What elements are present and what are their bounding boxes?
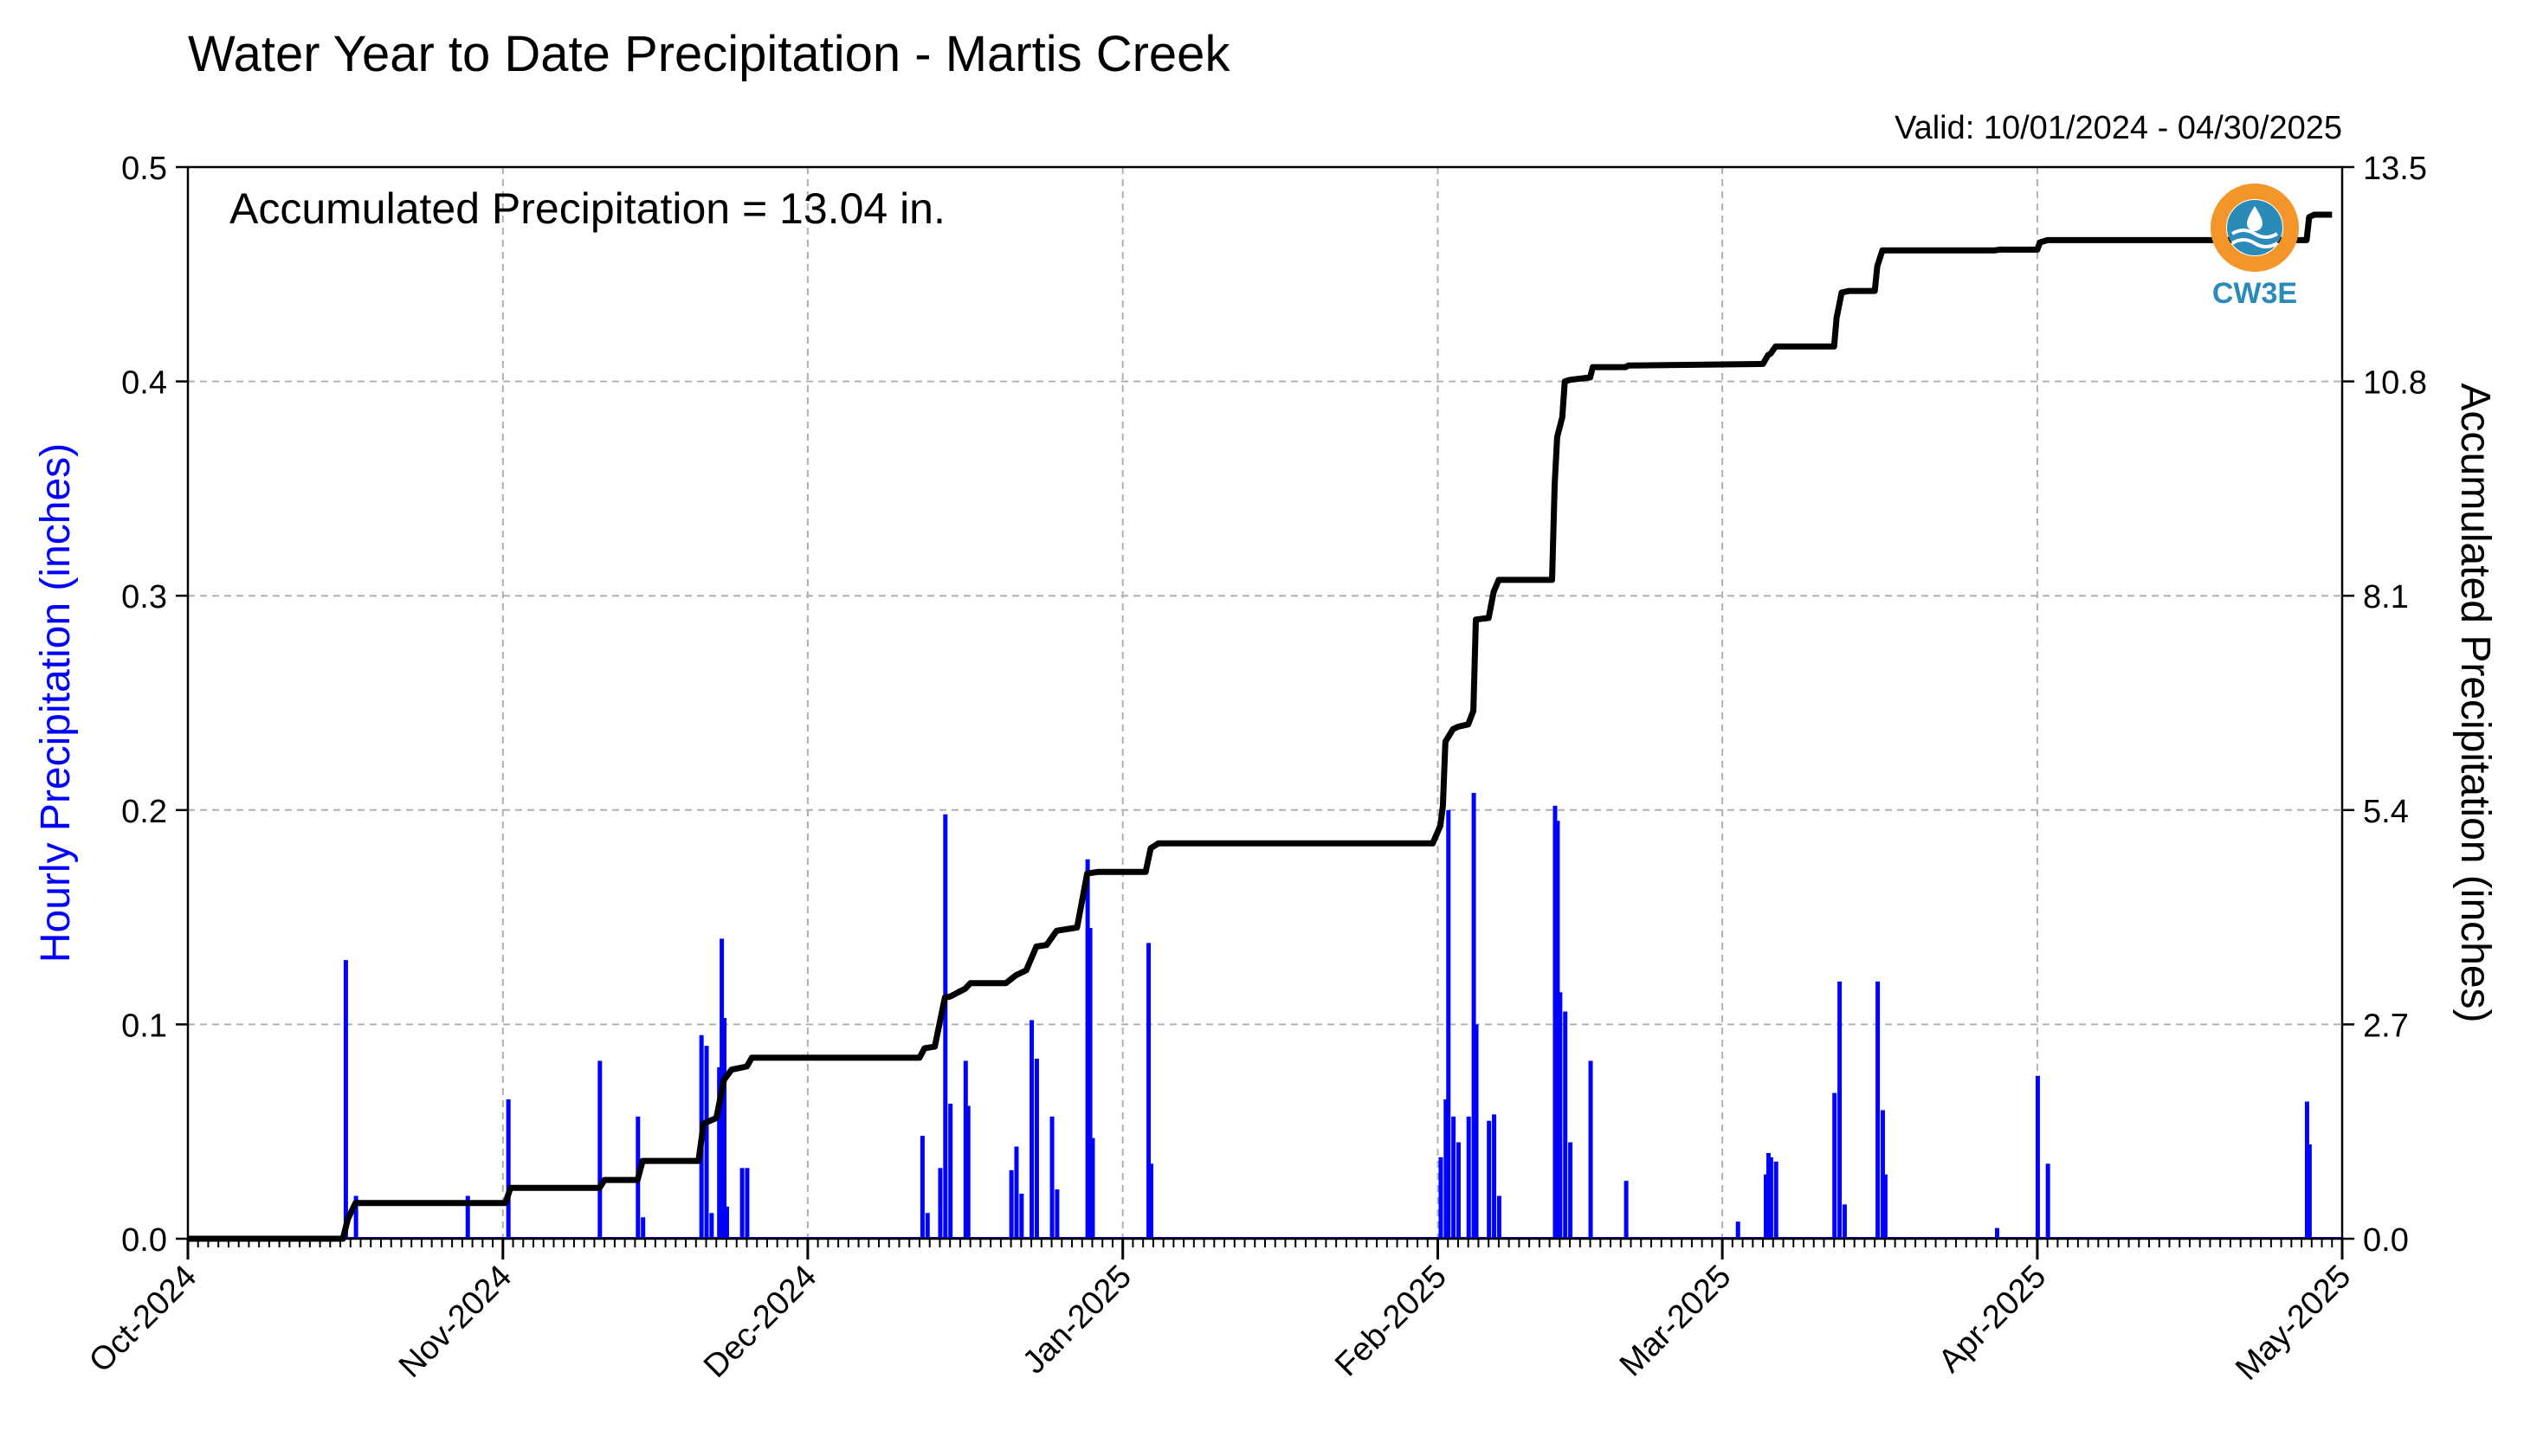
hourly-bar [943, 814, 948, 1239]
y-axis-right-label: Accumulated Precipitation (inches) [2452, 383, 2498, 1022]
hourly-bar [1568, 1142, 1573, 1239]
left-tick-label: 0.1 [121, 1008, 167, 1044]
valid-date-range: Valid: 10/01/2024 - 04/30/2025 [1895, 110, 2342, 146]
hourly-bar [1030, 1020, 1035, 1239]
left-tick-label: 0.0 [121, 1222, 167, 1259]
left-tick-label: 0.5 [121, 151, 167, 187]
hourly-bar [465, 1195, 470, 1239]
left-tick-label: 0.4 [121, 365, 167, 402]
hourly-bar [2304, 1101, 2309, 1239]
hourly-bar [1735, 1221, 1740, 1239]
hourly-bar [709, 1213, 714, 1239]
hourly-bar [1466, 1116, 1471, 1239]
hourly-bar [1034, 1059, 1039, 1239]
hourly-bar [963, 1060, 968, 1239]
hourly-bar [725, 1206, 729, 1239]
hourly-bar [1014, 1146, 1019, 1239]
hourly-bar [722, 1017, 727, 1239]
hourly-bar [1049, 1116, 1055, 1239]
right-tick-label: 10.8 [2363, 365, 2427, 402]
hourly-bar [1088, 927, 1093, 1239]
hourly-bar [1832, 1092, 1837, 1239]
right-tick-label: 13.5 [2363, 151, 2427, 187]
hourly-bar [1773, 1161, 1778, 1239]
hourly-bar [1019, 1194, 1024, 1239]
hourly-bar [1588, 1060, 1593, 1239]
hourly-bar [1009, 1169, 1014, 1239]
logo-wave-icon [2230, 229, 2279, 239]
hourly-bar [1146, 943, 1152, 1239]
accumulated-precip-line [188, 211, 2333, 1242]
hourly-bar [965, 1105, 971, 1239]
hourly-bar [2035, 1075, 2040, 1239]
left-tick-label: 0.3 [121, 579, 167, 615]
hourly-bar [1487, 1120, 1492, 1239]
hourly-bar [1994, 1227, 1999, 1239]
logo-drop-icon [2247, 206, 2263, 231]
hourly-bar [704, 1046, 709, 1239]
hourly-bar [717, 1066, 722, 1239]
hourly-bar [948, 1104, 953, 1239]
y-axis-left-label: Hourly Precipitation (inches) [33, 443, 79, 963]
hourly-bar [343, 960, 348, 1239]
hourly-bar [745, 1168, 750, 1239]
hourly-bar [1555, 821, 1560, 1239]
right-tick-label: 5.4 [2363, 794, 2409, 830]
hourly-bar [1880, 1110, 1885, 1239]
logo-ring [2211, 184, 2299, 272]
hourly-bar [1558, 992, 1563, 1239]
hourly-bar [1451, 1116, 1456, 1239]
right-tick-label: 8.1 [2363, 579, 2409, 615]
logo-wave-icon [2230, 238, 2279, 248]
chart-title: Water Year to Date Precipitation - Marti… [188, 26, 1230, 82]
hourly-bar [641, 1217, 646, 1239]
hourly-bar [1837, 981, 1843, 1239]
hourly-bar [1456, 1142, 1461, 1239]
hourly-bar [920, 1136, 925, 1239]
logo-text: CW3E [2212, 277, 2297, 310]
hourly-bar [1766, 1152, 1771, 1239]
hourly-bar [1882, 1174, 1888, 1239]
hourly-bar [1492, 1114, 1497, 1239]
hourly-bar [1055, 1189, 1060, 1239]
right-axis-ticks: 0.0 2.7 5.4 8.1 10.8 13.5 [2342, 151, 2427, 1259]
hourly-bar [925, 1213, 930, 1239]
hourly-bar [1623, 1181, 1629, 1239]
hourly-bar [1768, 1156, 1773, 1239]
right-tick-label: 2.7 [2363, 1008, 2409, 1044]
hourly-bar [1496, 1195, 1501, 1239]
grid-lines [188, 167, 2342, 1239]
hourly-bar [506, 1099, 511, 1239]
hourly-bar [1563, 1011, 1568, 1239]
hourly-bar [1443, 1099, 1449, 1239]
hourly-bar [1474, 1024, 1479, 1239]
cw3e-logo: CW3E [2211, 184, 2299, 310]
hourly-bar [1875, 981, 1881, 1239]
hourly-bar [1085, 859, 1090, 1239]
accumulated-annotation: Accumulated Precipitation = 13.04 in. [229, 184, 946, 233]
right-tick-label: 0.0 [2363, 1222, 2409, 1259]
hourly-bar [938, 1168, 943, 1239]
hourly-bar [2307, 1144, 2312, 1239]
hourly-bar [597, 1060, 603, 1239]
hourly-bar [353, 1195, 358, 1239]
hourly-bar [739, 1168, 745, 1239]
hourly-bar [1763, 1174, 1768, 1239]
left-tick-label: 0.2 [121, 794, 167, 830]
hourly-bar [1446, 809, 1451, 1239]
left-axis-ticks: 0.0 0.1 0.2 0.3 0.4 0.5 [121, 151, 188, 1259]
hourly-bar [1842, 1204, 1847, 1239]
hourly-bar [1471, 792, 1476, 1239]
hourly-bar [1552, 805, 1558, 1239]
hourly-bar [1148, 1163, 1153, 1239]
hourly-bar [1090, 1137, 1095, 1239]
hourly-bar [1438, 1156, 1443, 1239]
hourly-bar [2045, 1163, 2050, 1239]
